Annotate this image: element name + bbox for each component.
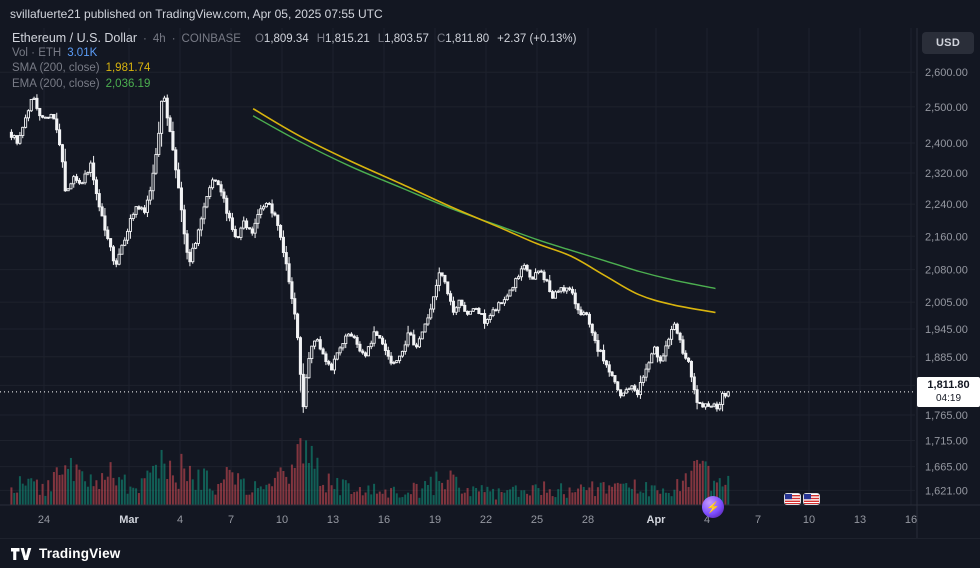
symbol-name: Ethereum / U.S. Dollar — [12, 31, 138, 45]
svg-text:7: 7 — [228, 514, 234, 526]
last-price-label: 1,811.80 04:19 — [917, 376, 980, 407]
svg-text:13: 13 — [327, 514, 339, 526]
open-value: 1,809.34 — [263, 33, 309, 45]
publish-banner-text: svillafuerte21 published on TradingView.… — [10, 7, 383, 21]
separator-dot: · — [143, 33, 147, 45]
interval-label: 4h — [152, 33, 166, 45]
sma-value: 1,981.74 — [105, 62, 151, 74]
axes-layer: 2,600.00 2,500.00 2,400.00 2,320.00 2,240.00… — [0, 28, 980, 538]
svg-text:16: 16 — [378, 514, 390, 526]
svg-text:1,945.00: 1,945.00 — [925, 324, 968, 336]
svg-text:4: 4 — [704, 514, 710, 526]
svg-text:19: 19 — [429, 514, 441, 526]
svg-text:16: 16 — [905, 514, 917, 526]
svg-text:28: 28 — [582, 514, 594, 526]
close-label: C — [436, 33, 446, 45]
tradingview-logo-icon[interactable] — [10, 547, 32, 561]
lightning-icon: ⚡ — [706, 501, 720, 514]
svg-text:24: 24 — [38, 514, 50, 526]
svg-text:2,240.00: 2,240.00 — [925, 199, 968, 211]
us-flag-sticker-icon — [784, 493, 801, 505]
reaction-sticker-icon: ⚡ — [702, 496, 724, 518]
candle-countdown: 04:19 — [935, 392, 962, 404]
symbol-row: Ethereum / U.S. Dollar · 4h · COINBASE O… — [12, 31, 576, 47]
svg-text:1,765.00: 1,765.00 — [925, 410, 968, 422]
low-value: 1,803.57 — [384, 33, 429, 45]
ema-row: EMA (200, close) 2,036.19 — [12, 78, 576, 94]
currency-toggle-button[interactable]: USD — [922, 32, 974, 54]
ema-line — [252, 115, 716, 290]
svg-text:Mar: Mar — [119, 514, 139, 526]
open-label: O — [254, 33, 264, 45]
exchange-label: COINBASE — [181, 33, 241, 45]
publish-banner: svillafuerte21 published on TradingView.… — [0, 0, 980, 28]
candles-layer — [9, 94, 730, 413]
svg-text:2,600.00: 2,600.00 — [925, 67, 968, 79]
high-value: 1,815.21 — [325, 33, 370, 45]
sma-row: SMA (200, close) 1,981.74 — [12, 62, 576, 78]
svg-text:2,160.00: 2,160.00 — [925, 231, 968, 243]
svg-text:22: 22 — [480, 514, 492, 526]
volume-label: Vol · ETH — [12, 46, 62, 59]
low-label: L — [377, 33, 385, 45]
sma-line — [252, 107, 716, 314]
svg-text:1,885.00: 1,885.00 — [925, 352, 968, 364]
svg-text:1,715.00: 1,715.00 — [925, 435, 968, 447]
sma-label: SMA (200, close) — [12, 62, 100, 74]
volume-row: Vol · ETH 3.01K — [12, 47, 576, 63]
time-scale-axis[interactable] — [0, 505, 980, 538]
separator-dot: · — [171, 33, 176, 45]
svg-text:7: 7 — [755, 514, 761, 526]
footer-bar: TradingView — [0, 538, 980, 568]
volume-value: 3.01K — [67, 46, 98, 59]
svg-text:2,080.00: 2,080.00 — [925, 265, 968, 277]
price-scale-axis[interactable] — [917, 28, 980, 505]
svg-text:13: 13 — [854, 514, 866, 526]
svg-text:2,320.00: 2,320.00 — [925, 168, 968, 180]
svg-text:25: 25 — [531, 514, 543, 526]
ema-label: EMA (200, close) — [12, 77, 100, 90]
us-flag-sticker-icon — [803, 493, 820, 505]
svg-text:2,500.00: 2,500.00 — [925, 102, 968, 114]
svg-text:1,665.00: 1,665.00 — [925, 462, 968, 474]
high-label: H — [316, 33, 325, 45]
svg-text:10: 10 — [276, 514, 288, 526]
svg-text:10: 10 — [803, 514, 815, 526]
indicators-layer — [252, 107, 716, 314]
ohlc-values: O1,809.34 H1,815.21 L1,803.57 C1,811.80 … — [255, 33, 576, 45]
last-price-value: 1,811.80 — [927, 378, 970, 391]
svg-text:4: 4 — [177, 514, 183, 526]
ema-value: 2,036.19 — [105, 77, 151, 90]
volume-layer — [10, 438, 730, 505]
change-value: +2.37 (+0.13%) — [497, 33, 577, 45]
chart-legend: Ethereum / U.S. Dollar · 4h · COINBASE O… — [12, 31, 576, 93]
svg-text:2,400.00: 2,400.00 — [925, 138, 968, 150]
chart-canvas[interactable]: 2,600.00 2,500.00 2,400.00 2,320.00 2,240.00… — [0, 28, 980, 538]
tradingview-logo-text[interactable]: TradingView — [39, 546, 121, 561]
close-value: 1,811.80 — [445, 33, 490, 45]
svg-text:Apr: Apr — [647, 514, 667, 526]
grid-layer — [0, 28, 915, 505]
svg-text:2,005.00: 2,005.00 — [925, 297, 968, 309]
svg-text:1,621.00: 1,621.00 — [925, 485, 968, 497]
